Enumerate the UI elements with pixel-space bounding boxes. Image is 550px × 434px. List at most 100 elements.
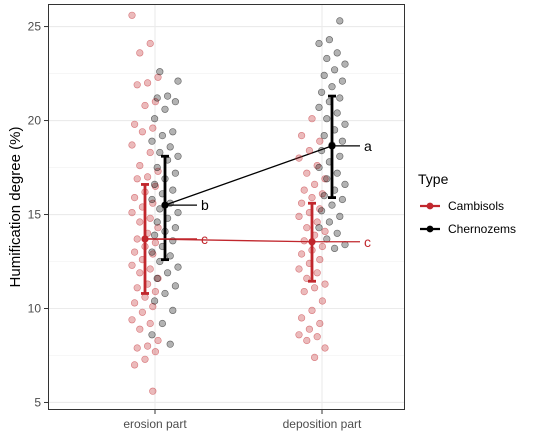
cambisols-point (305, 325, 314, 333)
cambisols-point (311, 180, 319, 188)
chernozems-point (153, 218, 161, 226)
chernozems-point (336, 94, 344, 102)
cambisols-point (154, 73, 162, 81)
cambisols-point (128, 209, 136, 217)
y-tick-label: 15 (28, 208, 42, 222)
chernozems-point (153, 163, 161, 172)
chernozems-point (315, 163, 323, 172)
chernozems-legend-label: Chernozems (448, 222, 516, 236)
cambisols-point (128, 316, 136, 324)
cambisols-point (133, 344, 141, 352)
cambisols-point (133, 284, 141, 292)
cambisols-point (154, 336, 162, 345)
cambisols-point (300, 186, 308, 194)
cambisols-significance-letter: c (201, 231, 208, 247)
cambisols-point (154, 224, 162, 232)
cambisols-point (146, 148, 154, 157)
chernozems-point (174, 152, 182, 160)
cambisols-legend-key (420, 202, 440, 210)
cambisols-point (149, 250, 157, 258)
cambisols-point (146, 265, 154, 273)
chernozems-point (156, 148, 164, 157)
chernozems-point (315, 224, 323, 232)
cambisols-point (141, 101, 149, 110)
cambisols-point (295, 154, 303, 162)
cambisols-point (138, 128, 146, 136)
cambisols-point (144, 79, 152, 87)
chernozems-point (336, 212, 344, 220)
chernozems-point (153, 274, 161, 283)
chernozems-point (315, 103, 323, 111)
cambisols-point (133, 81, 141, 89)
chernozems-point (158, 132, 166, 140)
cambisols-point (321, 175, 329, 183)
chernozems-point (166, 143, 174, 151)
chernozems-point (151, 297, 159, 305)
chernozems-point (153, 94, 161, 102)
chernozems-point (174, 77, 182, 85)
chernozems-point (331, 66, 339, 74)
chernozems-point (151, 231, 159, 239)
cambisols-point (136, 49, 144, 57)
cambisols-point (128, 261, 136, 269)
chernozems-point (151, 115, 159, 123)
cambisols-point (144, 342, 152, 350)
cambisols-point (298, 132, 306, 140)
chernozems-point (333, 229, 341, 237)
chernozems-legend-key (420, 225, 440, 233)
cambisols-point (136, 325, 144, 333)
cambisols-point (128, 11, 136, 19)
chernozems-point (148, 137, 156, 145)
y-tick-label: 20 (28, 114, 42, 128)
chernozems-point (325, 36, 334, 44)
chernozems-point (341, 180, 349, 188)
cambisols-point (318, 242, 327, 251)
y-tick-label: 5 (34, 395, 41, 409)
cambisols-legend-dot (426, 202, 434, 210)
cambisols-point (146, 319, 154, 328)
chernozems-point (169, 186, 177, 194)
cambisols-legend-label: Cambisols (448, 199, 504, 213)
cambisols-point (303, 169, 311, 177)
cambisols-point (136, 269, 144, 277)
y-tick-label: 10 (28, 302, 42, 316)
cambisols-point (298, 199, 306, 207)
cambisols-point (300, 237, 308, 245)
chernozems-point (323, 54, 331, 63)
chernozems-point (338, 77, 347, 85)
x-tick-label: erosion part (123, 417, 187, 431)
cambisols-point (151, 288, 159, 296)
chernozems-point (325, 218, 334, 226)
chernozems-point (166, 252, 174, 260)
chernozems-point (338, 195, 347, 204)
chernozems-point (161, 105, 169, 113)
chernozems-point (161, 289, 169, 298)
cambisols-point (149, 303, 157, 311)
cambisols-point (300, 288, 308, 296)
cambisols-point (311, 353, 319, 362)
chernozems-point (148, 195, 156, 204)
y-axis-title: Humification degree (%) (7, 127, 24, 288)
cambisols-point (313, 333, 321, 341)
plot-panel (48, 4, 405, 410)
cambisols-point (146, 39, 154, 48)
cambisols-point (136, 162, 144, 170)
cambisols-significance-letter: c (364, 234, 371, 250)
chernozems-point (158, 319, 166, 328)
chernozems-point (341, 120, 349, 128)
chernozems-point (333, 109, 341, 117)
cambisols-point (308, 115, 316, 123)
cambisols-point (146, 214, 154, 222)
cambisols-point (136, 218, 144, 226)
cambisols-point (151, 98, 159, 106)
chernozems-point (336, 17, 344, 25)
cambisols-point (303, 224, 311, 232)
chernozems-point (320, 192, 328, 200)
chernozems-point (171, 282, 179, 290)
cambisols-point (128, 141, 136, 149)
cambisols-point (298, 314, 306, 322)
cambisols-point (308, 194, 316, 202)
chernozems-point (171, 224, 179, 232)
cambisols-point (298, 250, 306, 258)
